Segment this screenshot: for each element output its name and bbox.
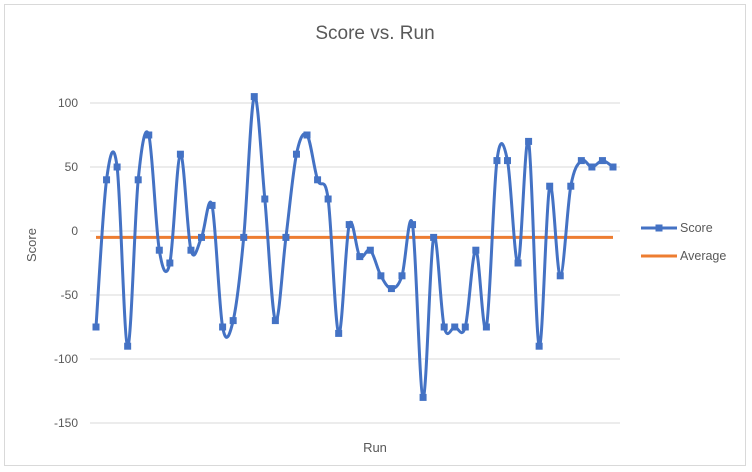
- score-point: [345, 221, 353, 229]
- score-point: [134, 176, 142, 184]
- score-point: [166, 259, 174, 267]
- score-point: [176, 150, 184, 158]
- y-tick-label: -100: [54, 352, 78, 366]
- score-point: [229, 317, 237, 325]
- score-point: [366, 246, 374, 254]
- score-point: [409, 221, 417, 229]
- score-point: [493, 157, 501, 165]
- legend-score-label: Score: [680, 221, 713, 235]
- chart-title: Score vs. Run: [315, 23, 435, 44]
- y-tick-labels: 100 50 0 -50 -100 -150: [54, 96, 78, 430]
- score-point: [303, 131, 311, 139]
- score-point: [503, 157, 511, 165]
- x-axis-title: Run: [363, 440, 387, 455]
- score-point: [198, 233, 206, 241]
- score-point: [155, 246, 163, 254]
- series-layer: [92, 93, 617, 401]
- score-line: [94, 95, 614, 399]
- score-point: [525, 137, 533, 145]
- score-point: [609, 163, 617, 171]
- score-point: [113, 163, 121, 171]
- score-point: [282, 233, 290, 241]
- y-tick-label: -50: [61, 288, 79, 302]
- score-point: [387, 285, 395, 293]
- score-point: [546, 182, 554, 190]
- score-point: [588, 163, 596, 171]
- score-point: [472, 246, 480, 254]
- score-point: [335, 329, 343, 337]
- score-point: [461, 323, 469, 331]
- y-tick-label: -150: [54, 416, 78, 430]
- score-point: [103, 176, 111, 184]
- score-point: [430, 233, 438, 241]
- chart-area: Score vs. Run: [4, 4, 746, 466]
- score-point: [261, 195, 269, 203]
- score-point: [208, 201, 216, 209]
- score-point: [577, 157, 585, 165]
- score-point: [556, 272, 564, 280]
- score-point: [440, 323, 448, 331]
- score-point: [324, 195, 332, 203]
- y-axis-title: Score: [24, 228, 39, 262]
- score-point: [187, 246, 195, 254]
- score-point: [567, 182, 575, 190]
- score-point: [482, 323, 490, 331]
- score-point: [398, 272, 406, 280]
- score-point: [514, 259, 522, 267]
- score-point: [240, 233, 248, 241]
- score-point: [419, 393, 427, 401]
- score-point: [219, 323, 227, 331]
- score-point: [145, 131, 153, 139]
- y-tick-label: 50: [65, 160, 79, 174]
- y-tick-label: 0: [71, 224, 78, 238]
- legend-average-label: Average: [680, 249, 726, 263]
- score-point: [377, 272, 385, 280]
- score-point: [124, 342, 132, 350]
- legend-score-marker: [655, 224, 663, 232]
- score-point: [314, 176, 322, 184]
- score-point: [356, 253, 364, 261]
- score-point: [451, 323, 459, 331]
- score-point: [271, 317, 279, 325]
- score-point: [250, 93, 258, 101]
- score-point: [292, 150, 300, 158]
- score-point: [92, 323, 100, 331]
- score-point: [535, 342, 543, 350]
- score-point: [598, 157, 606, 165]
- y-tick-label: 100: [58, 96, 78, 110]
- legend: Score Average: [641, 221, 726, 263]
